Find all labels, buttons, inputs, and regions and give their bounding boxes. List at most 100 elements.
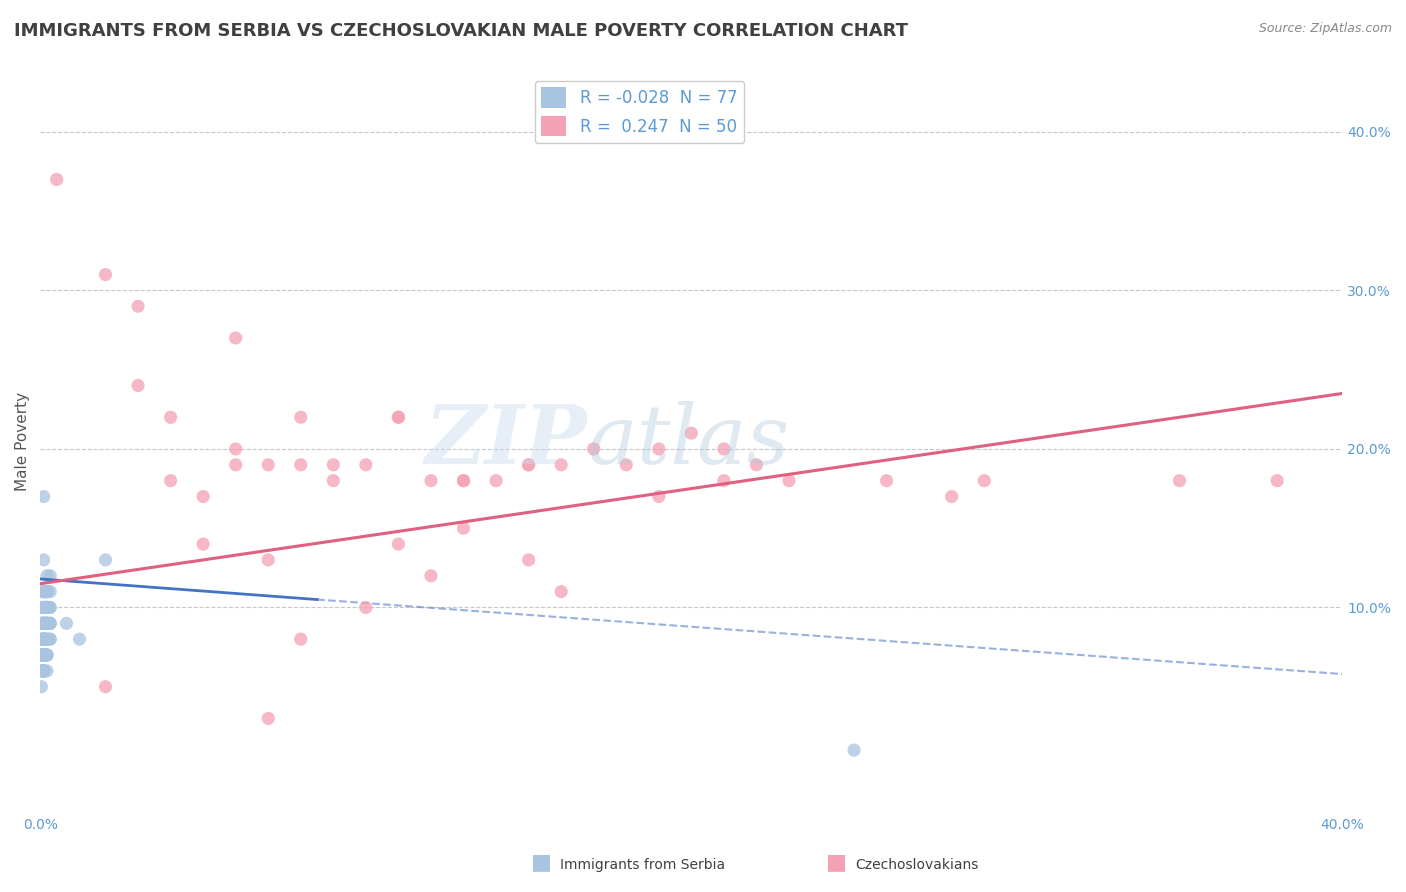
Point bbox=[420, 474, 443, 488]
Point bbox=[39, 632, 62, 647]
Point bbox=[387, 410, 409, 425]
Point bbox=[69, 632, 91, 647]
Point bbox=[31, 664, 53, 678]
Point bbox=[973, 474, 995, 488]
Point bbox=[322, 458, 344, 472]
Point bbox=[32, 616, 55, 631]
Point bbox=[31, 632, 53, 647]
Point bbox=[257, 553, 280, 567]
Point bbox=[32, 584, 55, 599]
Text: atlas: atlas bbox=[588, 401, 790, 481]
Point bbox=[35, 584, 58, 599]
Point bbox=[35, 616, 58, 631]
Point bbox=[32, 632, 55, 647]
Point bbox=[32, 664, 55, 678]
Point bbox=[35, 616, 58, 631]
Point bbox=[225, 458, 247, 472]
Point bbox=[35, 584, 58, 599]
Point bbox=[778, 474, 800, 488]
Point bbox=[290, 458, 312, 472]
Point bbox=[453, 521, 475, 535]
Point bbox=[32, 553, 55, 567]
Point bbox=[517, 458, 540, 472]
Point bbox=[35, 584, 58, 599]
Point bbox=[1265, 474, 1288, 488]
Y-axis label: Male Poverty: Male Poverty bbox=[15, 392, 30, 491]
Point bbox=[35, 600, 58, 615]
Point bbox=[32, 632, 55, 647]
Point bbox=[681, 426, 703, 441]
Point bbox=[713, 442, 735, 456]
Point bbox=[30, 632, 52, 647]
Point bbox=[32, 632, 55, 647]
Point bbox=[35, 584, 58, 599]
Point bbox=[32, 648, 55, 662]
Point bbox=[35, 600, 58, 615]
Point bbox=[32, 664, 55, 678]
Point bbox=[32, 616, 55, 631]
Point bbox=[32, 664, 55, 678]
Point bbox=[32, 632, 55, 647]
Point bbox=[354, 458, 377, 472]
Text: Czechoslovakians: Czechoslovakians bbox=[855, 858, 979, 872]
Point bbox=[225, 331, 247, 345]
Point bbox=[32, 648, 55, 662]
Point bbox=[32, 648, 55, 662]
Point bbox=[32, 664, 55, 678]
Point bbox=[94, 553, 117, 567]
Point bbox=[35, 600, 58, 615]
Point bbox=[55, 616, 77, 631]
Point bbox=[453, 474, 475, 488]
Point bbox=[31, 648, 53, 662]
Point bbox=[35, 600, 58, 615]
Point bbox=[648, 490, 671, 504]
Point bbox=[35, 616, 58, 631]
Point bbox=[32, 584, 55, 599]
Point bbox=[30, 616, 52, 631]
Text: IMMIGRANTS FROM SERBIA VS CZECHOSLOVAKIAN MALE POVERTY CORRELATION CHART: IMMIGRANTS FROM SERBIA VS CZECHOSLOVAKIA… bbox=[14, 22, 908, 40]
Point bbox=[35, 648, 58, 662]
Point bbox=[32, 600, 55, 615]
Point bbox=[614, 458, 637, 472]
Point bbox=[420, 568, 443, 582]
Point bbox=[35, 616, 58, 631]
Point bbox=[225, 442, 247, 456]
Point bbox=[31, 648, 53, 662]
Point bbox=[290, 410, 312, 425]
Point bbox=[31, 600, 53, 615]
Point bbox=[31, 664, 53, 678]
Point bbox=[485, 474, 508, 488]
Point bbox=[39, 568, 62, 582]
Point bbox=[31, 664, 53, 678]
Point bbox=[35, 616, 58, 631]
Point bbox=[35, 600, 58, 615]
Point bbox=[31, 648, 53, 662]
Point bbox=[550, 584, 572, 599]
Point bbox=[32, 648, 55, 662]
Point bbox=[39, 616, 62, 631]
Point bbox=[842, 743, 865, 757]
Point bbox=[32, 632, 55, 647]
Legend: R = -0.028  N = 77, R =  0.247  N = 50: R = -0.028 N = 77, R = 0.247 N = 50 bbox=[534, 80, 744, 143]
Point bbox=[32, 616, 55, 631]
Point bbox=[39, 616, 62, 631]
Point bbox=[32, 648, 55, 662]
Point bbox=[32, 584, 55, 599]
Point bbox=[31, 616, 53, 631]
Point bbox=[31, 664, 53, 678]
Point bbox=[35, 584, 58, 599]
Point bbox=[32, 490, 55, 504]
Point bbox=[387, 537, 409, 551]
Point bbox=[941, 490, 963, 504]
Point bbox=[39, 616, 62, 631]
Point bbox=[387, 410, 409, 425]
Point bbox=[35, 600, 58, 615]
Point bbox=[35, 632, 58, 647]
Point bbox=[354, 600, 377, 615]
Point bbox=[32, 632, 55, 647]
Point bbox=[31, 648, 53, 662]
Text: ■: ■ bbox=[827, 853, 846, 872]
Point bbox=[35, 648, 58, 662]
Point bbox=[191, 490, 214, 504]
Point bbox=[39, 632, 62, 647]
